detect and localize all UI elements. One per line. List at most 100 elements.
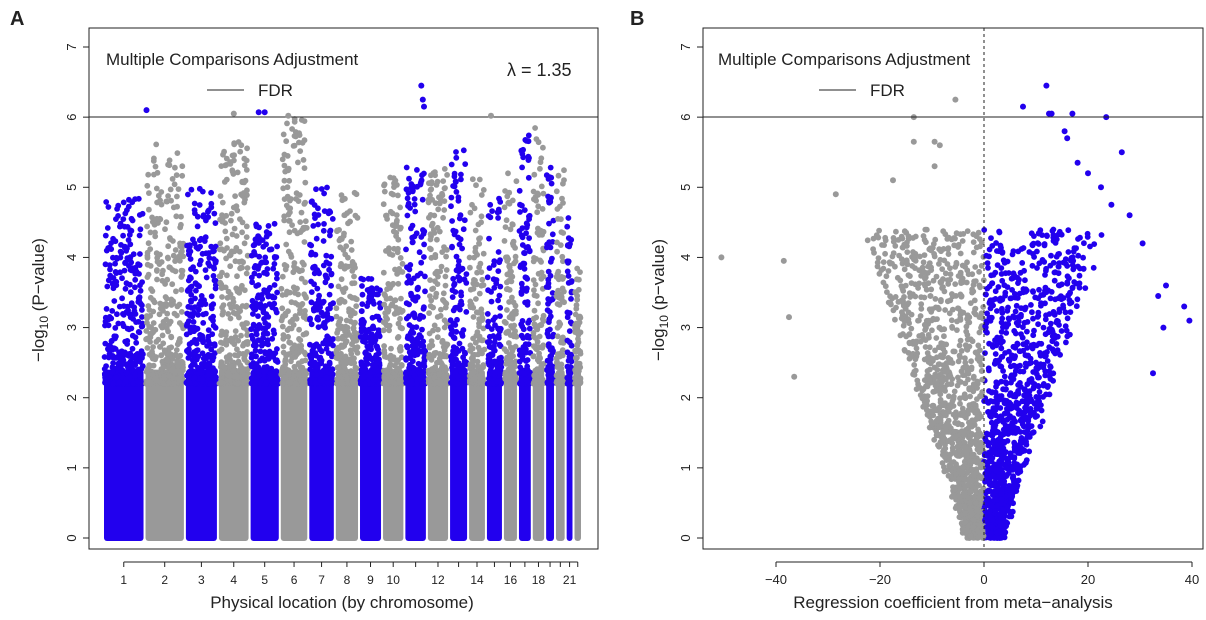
snp-point xyxy=(137,282,143,289)
snp-point xyxy=(566,310,573,316)
snp-point xyxy=(278,285,285,292)
snp-point xyxy=(107,266,113,273)
snp-point xyxy=(132,264,139,271)
snp-point xyxy=(573,320,580,327)
snp-point xyxy=(531,292,538,299)
snp-point xyxy=(488,289,494,295)
snp-point xyxy=(318,348,325,355)
snp-point xyxy=(486,265,493,271)
snp-point xyxy=(531,307,538,314)
snp-point xyxy=(484,311,491,317)
snp-point xyxy=(343,317,350,324)
snp-point xyxy=(283,138,290,145)
snp-point xyxy=(205,327,212,333)
snp-point xyxy=(302,224,308,231)
snp-point xyxy=(555,276,562,283)
coefficient-point xyxy=(998,345,1005,352)
snp-point xyxy=(351,189,358,196)
snp-point xyxy=(281,196,288,203)
snp-point xyxy=(172,247,179,253)
snp-point xyxy=(462,350,468,357)
snp-point xyxy=(289,345,296,352)
snp-point xyxy=(206,361,213,368)
snp-point xyxy=(475,309,482,316)
snp-point xyxy=(307,377,313,383)
snp-point xyxy=(212,243,219,250)
snp-point xyxy=(198,293,205,299)
snp-point xyxy=(219,218,226,225)
snp-point xyxy=(545,296,552,302)
snp-point xyxy=(546,319,552,325)
snp-point xyxy=(302,308,308,314)
snp-point xyxy=(308,356,315,362)
snp-point xyxy=(427,187,434,193)
snp-point xyxy=(114,206,120,212)
snp-point xyxy=(519,225,526,232)
snp-point xyxy=(210,322,217,329)
snp-point xyxy=(132,362,139,368)
snp-point xyxy=(199,188,206,195)
snp-point xyxy=(443,253,449,260)
snp-point xyxy=(338,276,345,283)
snp-point xyxy=(476,240,483,247)
snp-point xyxy=(273,377,279,384)
snp-point xyxy=(205,214,212,221)
chromosome-18-points xyxy=(530,125,547,541)
snp-point xyxy=(315,324,322,330)
snp-point xyxy=(189,361,196,368)
snp-point xyxy=(326,360,333,367)
x-tick-label: 18 xyxy=(532,573,546,587)
snp-point xyxy=(255,302,261,308)
snp-point xyxy=(120,311,127,318)
snp-point xyxy=(525,174,532,181)
snp-point xyxy=(545,276,552,283)
snp-point xyxy=(495,297,501,304)
snp-point xyxy=(211,210,218,217)
x-tick-label: 5 xyxy=(261,573,268,587)
snp-point xyxy=(329,216,336,222)
snp-point xyxy=(353,347,359,354)
snp-point xyxy=(223,155,230,162)
snp-point xyxy=(473,182,479,189)
snp-point xyxy=(289,126,295,132)
snp-point xyxy=(358,308,365,315)
snp-point xyxy=(241,372,248,379)
snp-point xyxy=(364,303,370,309)
snp-point xyxy=(495,325,502,332)
snp-point xyxy=(273,254,280,260)
snp-point xyxy=(124,224,131,230)
snp-point xyxy=(431,322,438,329)
snp-point xyxy=(288,299,295,306)
snp-point xyxy=(220,308,227,315)
snp-point xyxy=(292,380,299,387)
snp-point xyxy=(535,323,542,329)
snp-point xyxy=(188,324,194,331)
snp-point xyxy=(307,241,313,248)
snp-point xyxy=(126,374,133,380)
snp-point xyxy=(504,307,510,313)
snp-point xyxy=(547,244,554,251)
snp-point xyxy=(280,349,287,356)
snp-point xyxy=(301,201,308,207)
snp-point xyxy=(281,162,288,169)
snp-point xyxy=(407,355,413,361)
snp-point xyxy=(144,261,151,268)
snp-point xyxy=(535,270,542,277)
x-tick-label: 9 xyxy=(367,573,374,587)
snp-point xyxy=(426,310,432,316)
snp-point xyxy=(163,316,170,323)
coefficient-point xyxy=(1081,240,1087,247)
x-tick-label: 4 xyxy=(230,573,237,587)
snp-point xyxy=(394,217,400,224)
snp-point xyxy=(397,255,404,261)
chromosome-20-points xyxy=(553,167,567,541)
snp-point xyxy=(155,192,162,199)
snp-point xyxy=(194,213,201,220)
snp-point xyxy=(153,141,160,148)
snp-point xyxy=(321,221,327,227)
chromosome-9-dense-band xyxy=(360,369,382,541)
snp-point xyxy=(194,223,201,230)
top-hit-point xyxy=(261,109,268,116)
snp-point xyxy=(308,289,315,295)
